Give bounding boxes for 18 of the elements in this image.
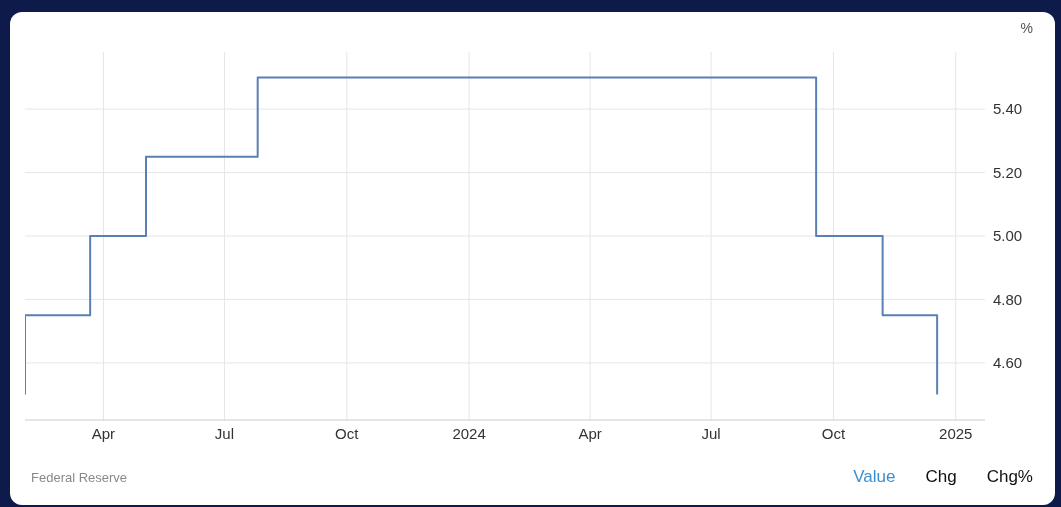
x-tick-label: Jul xyxy=(701,424,721,442)
text: Chg% xyxy=(986,467,1033,487)
y-tick-label: 4.80 xyxy=(993,290,1023,308)
y-tick-label: 4.60 xyxy=(993,354,1023,372)
x-tick-label: Jul xyxy=(214,424,235,442)
y-tick-label: 5.40 xyxy=(993,100,1023,118)
y-tick-label: 5.20 xyxy=(993,163,1023,181)
x-tick-label: 2024 xyxy=(452,424,486,442)
y-tick-label: 5.00 xyxy=(993,227,1023,245)
y-axis-title: % xyxy=(1020,20,1033,36)
text: Chg xyxy=(925,467,957,487)
x-tick-label: Oct xyxy=(335,424,360,442)
text: Value xyxy=(853,467,896,487)
x-tick-label: Apr xyxy=(578,424,602,442)
text: Federal Reserve xyxy=(31,470,128,485)
x-tick-label: Apr xyxy=(91,424,116,442)
x-tick-label: 2025 xyxy=(939,424,973,442)
x-tick-label: Oct xyxy=(821,424,846,442)
